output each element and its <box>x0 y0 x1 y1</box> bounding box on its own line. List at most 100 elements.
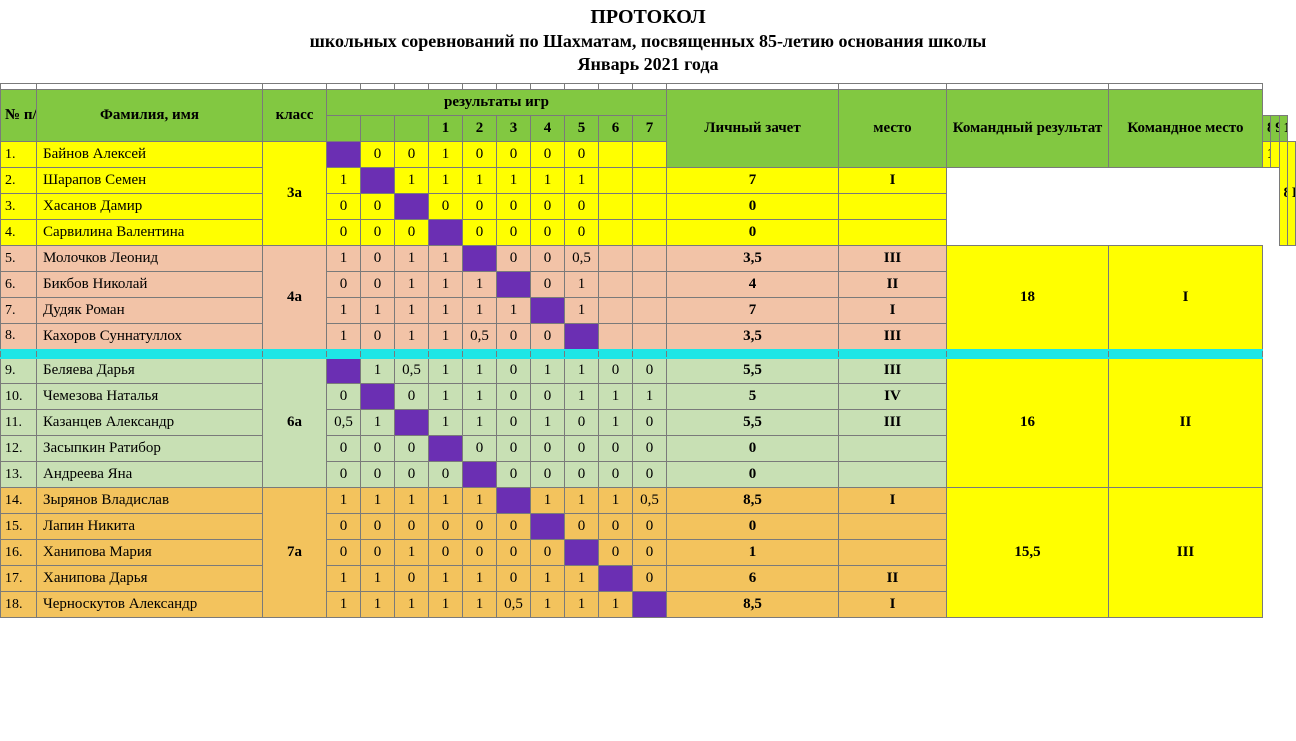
title-line-1: ПРОТОКОЛ <box>0 6 1296 29</box>
result-cell: 0 <box>327 384 361 410</box>
result-cell: 1 <box>429 566 463 592</box>
result-cell: 1 <box>565 384 599 410</box>
personal-place: I <box>839 168 947 194</box>
result-cell: 0 <box>395 514 429 540</box>
player-name: Кахоров Суннатуллох <box>37 324 263 350</box>
result-cell: 0 <box>497 462 531 488</box>
result-cell: 0 <box>633 358 667 384</box>
personal-total: 6 <box>667 566 839 592</box>
result-cell: 1 <box>463 272 497 298</box>
result-cell: 0 <box>429 462 463 488</box>
result-cell: 0 <box>361 540 395 566</box>
result-cell: 0 <box>395 220 429 246</box>
result-cell: 0 <box>497 324 531 350</box>
result-cell: 1 <box>531 410 565 436</box>
result-cell: 0 <box>633 540 667 566</box>
result-cell: 1 <box>395 488 429 514</box>
result-cell: 1 <box>463 488 497 514</box>
result-cell: 0 <box>361 436 395 462</box>
result-cell: 1 <box>599 410 633 436</box>
result-cell: 0 <box>599 514 633 540</box>
col-team-total: Командный результат <box>947 90 1109 168</box>
result-cell: 0 <box>565 514 599 540</box>
result-cell: 1 <box>327 246 361 272</box>
result-cell: 0 <box>395 436 429 462</box>
result-cell-empty <box>633 246 667 272</box>
result-cell: 0 <box>531 246 565 272</box>
result-cell-empty <box>599 246 633 272</box>
result-cell: 0 <box>361 194 395 220</box>
result-cell: 1 <box>531 566 565 592</box>
result-cell: 0 <box>565 142 599 168</box>
result-cell: 1 <box>599 488 633 514</box>
col-place: место <box>839 90 947 168</box>
personal-total: 8,5 <box>667 592 839 618</box>
result-cell: 1 <box>531 358 565 384</box>
player-name: Ханипова Дарья <box>37 566 263 592</box>
result-cell <box>463 462 497 488</box>
result-cell: 1 <box>395 168 429 194</box>
result-cell: 1 <box>327 592 361 618</box>
result-cell <box>429 436 463 462</box>
round-6: 6 <box>599 116 633 142</box>
result-cell-empty <box>633 168 667 194</box>
result-cell: 0 <box>565 410 599 436</box>
result-cell: 0 <box>361 246 395 272</box>
result-cell: 1 <box>327 488 361 514</box>
result-cell: 0 <box>361 142 395 168</box>
result-cell: 1 <box>565 488 599 514</box>
round-9: 9 <box>1271 116 1279 142</box>
row-idx: 18. <box>1 592 37 618</box>
title-line-2: школьных соревнований по Шахматам, посвя… <box>0 31 1296 52</box>
result-cell: 0 <box>327 514 361 540</box>
result-cell: 0 <box>531 462 565 488</box>
result-cell: 0 <box>395 462 429 488</box>
result-cell: 1 <box>429 324 463 350</box>
result-cell: 1 <box>463 592 497 618</box>
personal-total: 0 <box>667 194 839 220</box>
col-team-place: Командное место <box>1109 90 1263 168</box>
class-cell: 3а <box>263 142 327 246</box>
personal-place: II <box>839 272 947 298</box>
result-cell <box>497 272 531 298</box>
result-cell: 0 <box>497 384 531 410</box>
row-idx: 14. <box>1 488 37 514</box>
result-cell: 0 <box>531 436 565 462</box>
player-name: Ханипова Мария <box>37 540 263 566</box>
personal-place: I <box>839 298 947 324</box>
result-cell: 0 <box>599 540 633 566</box>
result-cell-empty <box>599 324 633 350</box>
result-cell: 0 <box>565 194 599 220</box>
personal-place: III <box>839 324 947 350</box>
result-cell: 0 <box>497 246 531 272</box>
result-cell <box>565 540 599 566</box>
round-4: 4 <box>531 116 565 142</box>
result-cell: 1 <box>429 272 463 298</box>
result-cell: 1 <box>429 142 463 168</box>
result-cell-empty <box>599 272 633 298</box>
result-cell <box>463 246 497 272</box>
result-cell: 1 <box>565 566 599 592</box>
result-cell: 1 <box>327 566 361 592</box>
result-cell: 1 <box>361 488 395 514</box>
round-7: 7 <box>633 116 667 142</box>
personal-place <box>839 514 947 540</box>
result-cell: 0 <box>599 358 633 384</box>
result-cell: 0 <box>395 566 429 592</box>
result-cell: 0 <box>395 142 429 168</box>
col-results: результаты игр <box>327 90 667 116</box>
result-cell: 0 <box>633 462 667 488</box>
result-cell-empty <box>633 142 667 168</box>
row-idx: 15. <box>1 514 37 540</box>
result-cell <box>361 168 395 194</box>
row-idx: 8. <box>1 324 37 350</box>
result-cell: 0 <box>327 540 361 566</box>
result-cell: 1 <box>429 488 463 514</box>
personal-total: 7 <box>667 298 839 324</box>
result-cell: 0 <box>429 194 463 220</box>
round-10: 10 <box>1279 116 1287 142</box>
result-cell: 0 <box>531 324 565 350</box>
personal-place <box>839 194 947 220</box>
result-cell: 1 <box>565 592 599 618</box>
player-name: Чемезова Наталья <box>37 384 263 410</box>
